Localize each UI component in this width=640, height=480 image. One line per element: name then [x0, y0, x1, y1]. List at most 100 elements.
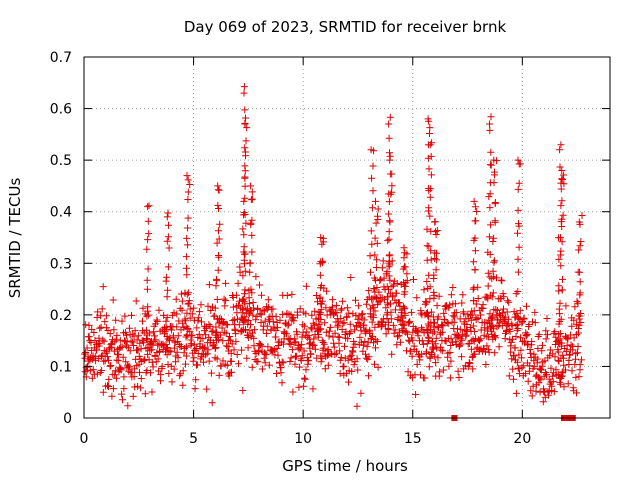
data-point — [131, 327, 139, 335]
data-point — [185, 297, 193, 305]
data-point — [474, 295, 482, 302]
data-point — [386, 251, 394, 259]
data-point — [291, 360, 299, 368]
data-point — [178, 306, 186, 314]
data-point — [539, 398, 547, 406]
data-point — [337, 306, 345, 314]
data-point — [303, 328, 311, 336]
data-point — [490, 156, 498, 164]
data-point — [487, 221, 495, 229]
y-tick-label: 0.3 — [50, 256, 72, 272]
data-point — [176, 372, 184, 380]
chart-title: Day 069 of 2023, SRMTID for receiver brn… — [184, 18, 507, 36]
data-point — [387, 315, 395, 323]
data-point — [471, 217, 479, 225]
data-point — [505, 298, 513, 306]
data-point — [551, 328, 559, 336]
data-point — [470, 197, 478, 205]
data-point — [322, 328, 330, 336]
data-point — [575, 312, 583, 320]
data-point — [350, 361, 358, 369]
data-point — [454, 367, 462, 375]
data-point — [367, 227, 375, 235]
data-point — [555, 282, 563, 290]
data-point — [557, 262, 565, 270]
data-point — [186, 181, 194, 188]
data-point — [176, 304, 184, 312]
data-point — [557, 247, 565, 255]
data-point — [485, 193, 493, 201]
data-point — [524, 340, 532, 348]
x-axis-label: GPS time / hours — [282, 457, 408, 475]
data-point — [246, 268, 254, 276]
data-point — [453, 333, 461, 341]
data-point — [439, 347, 447, 355]
data-point — [164, 263, 172, 271]
data-point — [239, 225, 247, 233]
data-point — [487, 148, 495, 156]
data-point — [301, 322, 309, 330]
data-point — [460, 365, 468, 373]
data-point — [132, 297, 140, 305]
data-point — [423, 348, 430, 356]
data-point — [389, 321, 397, 329]
data-point — [144, 217, 152, 225]
y-tick-label: 0 — [63, 411, 72, 427]
data-point — [248, 216, 256, 224]
data-point — [536, 374, 544, 382]
data-point — [356, 333, 364, 341]
data-point — [242, 114, 249, 122]
data-point — [343, 304, 351, 312]
data-point — [98, 367, 106, 374]
data-point — [215, 186, 223, 194]
data-point — [345, 378, 352, 386]
data-point — [394, 333, 401, 341]
data-point — [134, 382, 142, 390]
data-point — [302, 282, 310, 290]
data-point — [440, 309, 448, 317]
data-point — [560, 171, 568, 179]
data-point — [457, 335, 465, 343]
data-point — [170, 344, 178, 352]
data-point — [449, 284, 457, 291]
data-point — [299, 321, 307, 329]
data-point — [491, 334, 499, 342]
data-point — [168, 326, 175, 334]
data-point — [144, 203, 152, 211]
data-point — [540, 385, 548, 393]
data-point — [558, 197, 566, 205]
data-point — [264, 343, 272, 351]
data-point — [384, 326, 392, 334]
data-point — [567, 341, 575, 349]
data-point — [564, 380, 572, 388]
data-point — [363, 300, 371, 308]
data-point — [565, 356, 573, 364]
data-point — [511, 344, 519, 352]
data-point — [560, 180, 568, 188]
data-point — [141, 390, 149, 398]
data-point — [226, 336, 234, 344]
data-point — [298, 352, 306, 360]
data-point — [155, 306, 163, 314]
data-point — [575, 218, 583, 226]
data-point — [498, 309, 506, 317]
data-point — [257, 341, 264, 349]
data-point — [308, 311, 316, 319]
data-point — [257, 319, 265, 326]
data-point — [249, 311, 257, 319]
data-point — [542, 327, 550, 335]
data-point — [385, 235, 393, 243]
data-point — [400, 321, 408, 329]
data-point — [551, 353, 559, 361]
data-point — [118, 390, 126, 398]
data-point — [340, 362, 348, 370]
data-point — [240, 209, 248, 216]
data-point — [316, 271, 324, 279]
data-point — [148, 388, 156, 396]
data-point — [301, 375, 309, 383]
data-point — [162, 341, 170, 348]
data-point — [213, 315, 221, 323]
data-point — [373, 239, 381, 247]
data-point — [412, 391, 420, 398]
data-point — [173, 310, 181, 318]
